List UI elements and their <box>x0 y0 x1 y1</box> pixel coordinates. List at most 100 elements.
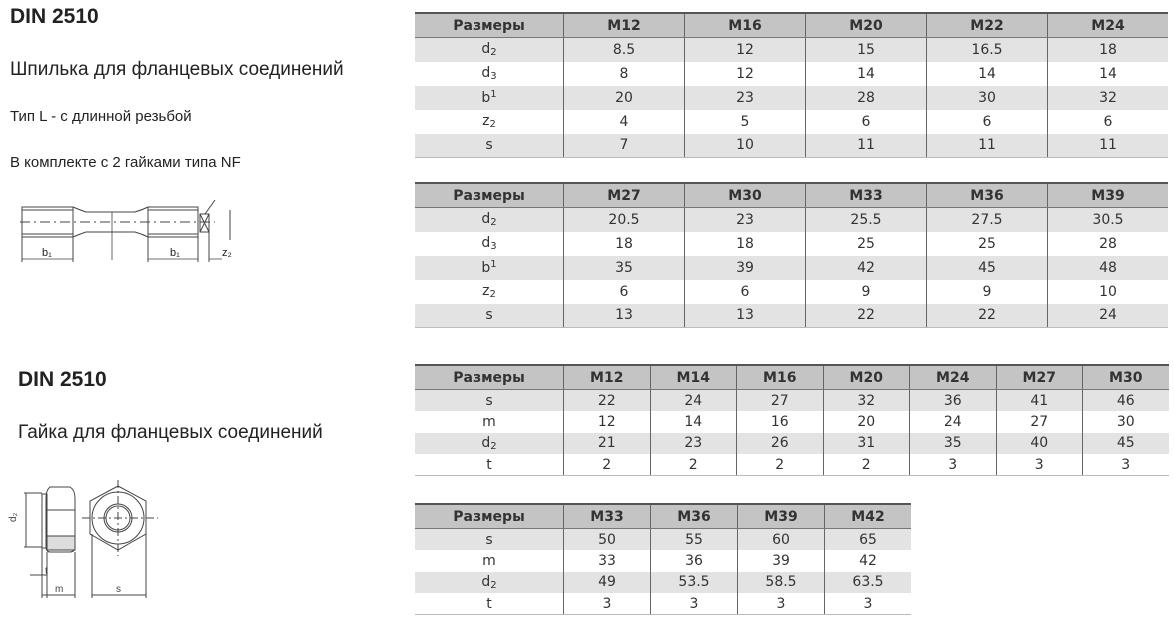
stud-title: DIN 2510 <box>10 5 99 28</box>
column-header: M22 <box>926 12 1048 38</box>
column-header: Размеры <box>415 182 564 208</box>
row-label-sub: 2 <box>489 289 496 300</box>
column-header: M27 <box>563 182 685 208</box>
row-label: z2 <box>415 280 564 304</box>
table-cell: 2 <box>822 454 910 476</box>
table-cell: 45 <box>1082 432 1169 454</box>
table-row: d2 20.5 23 25.5 27.5 30.5 <box>415 207 1168 232</box>
table-cell: 3 <box>1082 454 1169 476</box>
row-label: b1 <box>415 85 564 110</box>
row-label: d2 <box>415 207 564 232</box>
table-cell: 11 <box>926 133 1048 158</box>
table-cell: 13 <box>563 303 685 328</box>
table-cell: 25 <box>926 231 1048 256</box>
table-row: m 33 36 39 42 <box>415 550 911 572</box>
table-cell: 23 <box>649 432 737 454</box>
column-header: M39 <box>737 503 825 529</box>
table-cell: 3 <box>563 593 651 615</box>
table-cell: 6 <box>684 279 806 304</box>
table-row: s 13 13 22 22 24 <box>415 303 1168 328</box>
table-cell: 65 <box>824 528 911 550</box>
row-label-base: d <box>481 573 491 590</box>
table-cell: 3 <box>995 454 1083 476</box>
column-header: M27 <box>995 364 1083 390</box>
row-label-base: z <box>482 113 490 129</box>
table-header-row: Размеры M33 M36 M39 M42 <box>415 503 911 529</box>
column-header: M39 <box>1047 182 1168 208</box>
table-cell: 58.5 <box>737 571 825 593</box>
table-cell: 3 <box>824 593 911 615</box>
label-b1-left: bb1₁ <box>42 247 52 259</box>
svg-text:d₂: d₂ <box>8 512 19 522</box>
table-cell: 14 <box>1047 61 1168 86</box>
row-label-base: b <box>481 90 491 106</box>
table-row: s 22 24 27 32 36 41 46 <box>415 389 1169 411</box>
row-label: d2 <box>415 571 564 593</box>
column-header: M16 <box>684 12 806 38</box>
row-label-base: d <box>481 235 491 251</box>
column-header: M20 <box>822 364 910 390</box>
column-header: M24 <box>1047 12 1168 38</box>
stud-kit-text: В комплекте с 2 гайками типа NF <box>10 154 241 171</box>
table-cell: 2 <box>563 454 650 476</box>
svg-text:m: m <box>55 584 63 595</box>
table-cell: 41 <box>995 389 1083 411</box>
table-cell: 18 <box>1047 37 1168 62</box>
row-label: s <box>415 133 564 158</box>
table-row: d2 49 53.5 58.5 63.5 <box>415 571 911 593</box>
table-cell: 6 <box>1047 109 1168 134</box>
table-cell: 14 <box>649 411 737 433</box>
table-cell: 9 <box>926 279 1048 304</box>
stud-table-2: Размеры M27 M30 M33 M36 M39 d2 20.5 23 25.5 27.5 30… <box>415 182 1168 328</box>
table-cell: 20 <box>563 85 685 110</box>
column-header: M12 <box>563 12 685 38</box>
table-cell: 30.5 <box>1047 207 1168 232</box>
table-cell: 4 <box>563 109 685 134</box>
column-header: M24 <box>909 364 996 390</box>
column-header: Размеры <box>415 12 564 38</box>
nut-subtitle: Гайка для фланцевых соединений <box>18 422 323 443</box>
table-cell: 3 <box>737 593 825 615</box>
table-cell: 28 <box>805 85 927 110</box>
table-header-row: Размеры M27 M30 M33 M36 M39 <box>415 182 1168 208</box>
svg-text:s: s <box>116 584 121 595</box>
table-cell: 42 <box>824 550 911 572</box>
table-cell: 53.5 <box>650 571 738 593</box>
stud-drawing <box>20 199 231 262</box>
table-cell: 39 <box>684 255 806 280</box>
table-cell: 14 <box>926 61 1048 86</box>
nut-title: DIN 2510 <box>18 368 107 391</box>
table-cell: 30 <box>926 85 1048 110</box>
row-label: d2 <box>415 37 564 62</box>
row-label-sub: 2 <box>490 47 497 59</box>
table-cell: 13 <box>684 303 806 328</box>
label-b1-right: b₁ <box>170 247 180 259</box>
table-cell: 22 <box>805 303 927 328</box>
table-cell: 24 <box>909 411 996 433</box>
table-cell: 30 <box>1082 411 1169 433</box>
row-label-base: t <box>486 595 492 612</box>
row-label-sub: 2 <box>489 119 496 130</box>
column-header: M36 <box>650 503 738 529</box>
nut-table-2: Размеры M33 M36 M39 M42 s 50 55 60 65 m 33 36 39 42 d2 4… <box>415 503 911 615</box>
column-header: Размеры <box>415 364 564 390</box>
table-cell: 2 <box>649 454 737 476</box>
column-header: M33 <box>805 182 927 208</box>
column-header: M30 <box>684 182 806 208</box>
table-cell: 9 <box>805 279 927 304</box>
table-cell: 6 <box>805 109 927 134</box>
table-cell: 20.5 <box>563 207 685 232</box>
row-label-sub: 2 <box>490 440 497 452</box>
table-cell: 49 <box>563 571 651 593</box>
row-label: d3 <box>415 62 564 86</box>
row-label-base: s <box>485 137 493 154</box>
table-row: d2 21 23 26 31 35 40 45 <box>415 432 1169 454</box>
column-header: M42 <box>824 503 911 529</box>
table-cell: 11 <box>1047 133 1168 158</box>
table-header-row: Размеры M12 M16 M20 M22 M24 <box>415 12 1168 38</box>
row-label-sub: 2 <box>490 217 497 229</box>
table-cell: 18 <box>563 231 685 256</box>
table-cell: 15 <box>805 37 927 62</box>
table-row: s 7 10 11 11 11 <box>415 133 1168 158</box>
